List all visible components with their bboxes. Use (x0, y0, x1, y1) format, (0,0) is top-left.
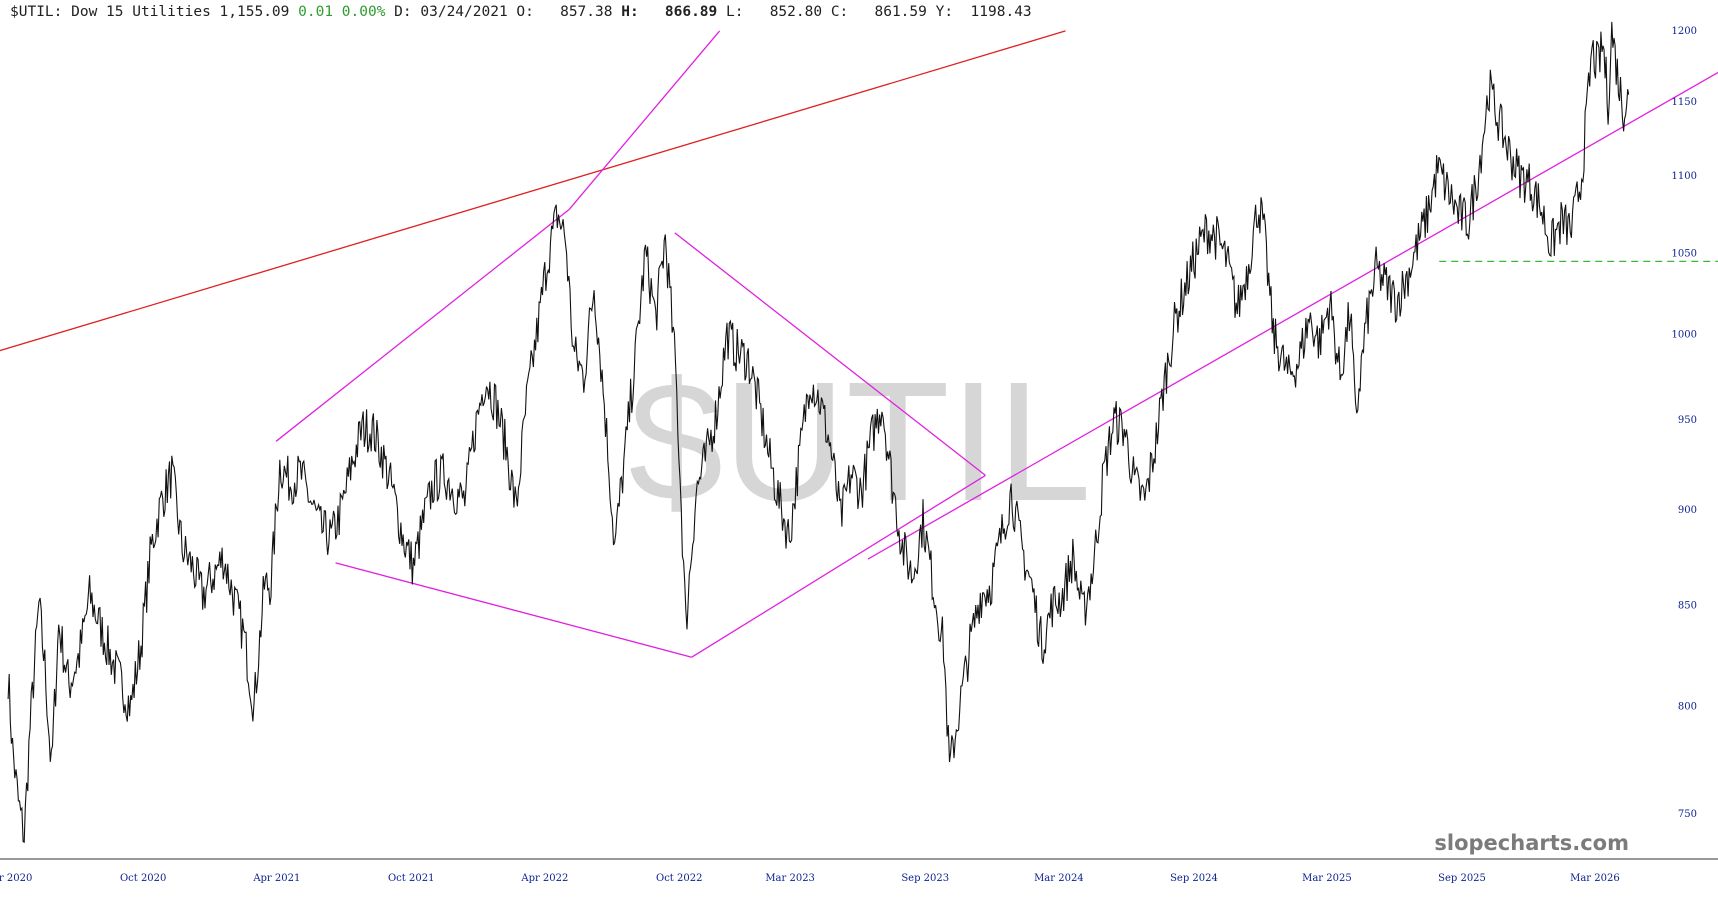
x-tick-label: Mar 2025 (1302, 873, 1352, 884)
open-label: O: (516, 4, 534, 20)
low-value: 852.80 (769, 4, 823, 20)
year-value: 1198.43 (970, 4, 1032, 20)
high-value: 866.89 (664, 4, 718, 20)
price-change: 0.01 (298, 4, 334, 20)
trendline (691, 474, 986, 658)
trendline (568, 30, 721, 210)
x-tick-label: Oct 2022 (656, 873, 702, 884)
y-tick-label: 1050 (1672, 248, 1697, 259)
y-tick-label: 1100 (1672, 171, 1697, 182)
open-value: 857.38 (560, 4, 613, 20)
watermark: $UTIL (629, 347, 1092, 537)
trendline (867, 71, 1718, 560)
x-tick-label: Mar 2023 (765, 873, 815, 884)
trendline-layer (0, 30, 1718, 658)
y-tick-label: 1000 (1672, 330, 1697, 341)
year-label: Y: (935, 4, 954, 20)
brand-watermark: slopecharts.com (1434, 831, 1629, 855)
close-value: 861.59 (874, 4, 927, 20)
x-tick-label: Apr 2020 (0, 873, 32, 884)
price-change-pct: 0.00% (341, 4, 386, 20)
trendline (275, 209, 570, 442)
y-tick-label: 750 (1678, 809, 1697, 820)
close-label: C: (830, 4, 849, 20)
y-tick-label: 950 (1678, 415, 1697, 426)
price-series (7, 21, 1630, 844)
x-tick-label: Sep 2025 (1438, 873, 1486, 884)
x-tick-label: Oct 2021 (388, 873, 434, 884)
trendline (674, 232, 986, 476)
quote-header: $UTIL: Dow 15 Utilities 1,155.09 0.01 0.… (10, 4, 1032, 20)
trendline (0, 30, 1066, 352)
price-line (7, 21, 1630, 844)
x-tick-label: Mar 2024 (1034, 873, 1084, 884)
last-price: 1,155.09 (219, 4, 290, 20)
date-value: 03/24/2021 (420, 4, 508, 20)
x-tick-label: Oct 2020 (120, 873, 166, 884)
y-tick-label: 1150 (1672, 97, 1697, 108)
trendline (335, 562, 692, 658)
y-axis-ticks: 750 800 850 900 950 1000 1050 1100 1150 1200 (1672, 26, 1697, 820)
x-tick-label: Sep 2023 (901, 873, 949, 884)
instrument-name: Dow 15 Utilities (71, 4, 211, 20)
symbol: $UTIL: (10, 4, 63, 20)
x-tick-label: Apr 2021 (252, 873, 300, 884)
high-label: H: (621, 4, 639, 20)
x-tick-label: Apr 2022 (520, 873, 568, 884)
date-label: D: (394, 4, 412, 20)
x-tick-label: Mar 2026 (1570, 873, 1620, 884)
y-tick-label: 850 (1678, 600, 1697, 611)
low-label: L: (726, 4, 744, 20)
x-tick-label: Sep 2024 (1170, 873, 1218, 884)
x-axis-ticks: Apr 2020 Oct 2020 Apr 2021 Oct 2021 Apr 2022… (0, 873, 1620, 884)
y-tick-label: 1200 (1672, 26, 1697, 37)
y-tick-label: 900 (1678, 505, 1697, 516)
y-tick-label: 800 (1678, 701, 1697, 712)
